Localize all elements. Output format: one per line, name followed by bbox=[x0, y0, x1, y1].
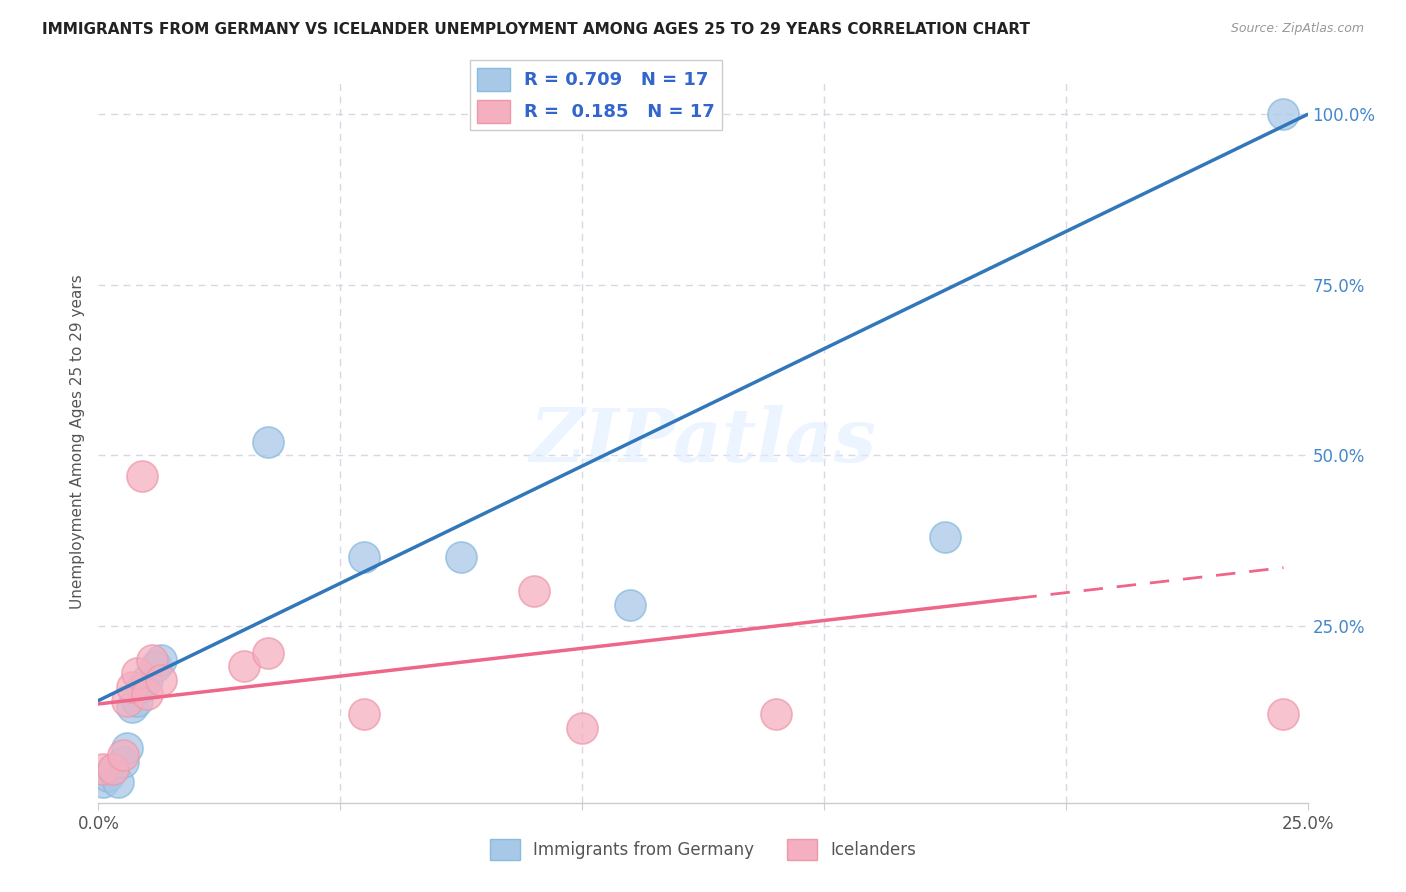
Legend: Immigrants from Germany, Icelanders: Immigrants from Germany, Icelanders bbox=[482, 832, 924, 867]
Point bbox=[121, 680, 143, 694]
Text: ZIPatlas: ZIPatlas bbox=[530, 405, 876, 478]
Point bbox=[150, 653, 173, 667]
Point bbox=[353, 707, 375, 722]
Point bbox=[135, 673, 157, 687]
Point bbox=[101, 762, 124, 776]
Point bbox=[131, 680, 153, 694]
Point bbox=[232, 659, 254, 673]
Point bbox=[117, 693, 139, 707]
Point bbox=[256, 646, 278, 660]
Point bbox=[127, 666, 149, 681]
Point bbox=[450, 550, 472, 565]
Point bbox=[97, 768, 120, 782]
Point bbox=[353, 550, 375, 565]
Text: IMMIGRANTS FROM GERMANY VS ICELANDER UNEMPLOYMENT AMONG AGES 25 TO 29 YEARS CORR: IMMIGRANTS FROM GERMANY VS ICELANDER UNE… bbox=[42, 22, 1031, 37]
Point bbox=[1272, 707, 1295, 722]
Point bbox=[121, 700, 143, 714]
Point bbox=[111, 748, 134, 763]
Point bbox=[571, 721, 593, 735]
Point bbox=[150, 673, 173, 687]
Point bbox=[934, 530, 956, 544]
Point bbox=[1272, 107, 1295, 121]
Point bbox=[256, 434, 278, 449]
Point bbox=[765, 707, 787, 722]
Point bbox=[117, 741, 139, 756]
Point bbox=[135, 687, 157, 701]
Point bbox=[101, 762, 124, 776]
Point bbox=[619, 598, 641, 612]
Point bbox=[523, 584, 546, 599]
Point bbox=[111, 755, 134, 769]
Text: Source: ZipAtlas.com: Source: ZipAtlas.com bbox=[1230, 22, 1364, 36]
Point bbox=[141, 653, 163, 667]
Point bbox=[131, 468, 153, 483]
Point bbox=[91, 775, 114, 789]
Y-axis label: Unemployment Among Ages 25 to 29 years: Unemployment Among Ages 25 to 29 years bbox=[69, 274, 84, 609]
Point bbox=[107, 775, 129, 789]
Point bbox=[127, 693, 149, 707]
Point bbox=[145, 659, 167, 673]
Point bbox=[91, 762, 114, 776]
